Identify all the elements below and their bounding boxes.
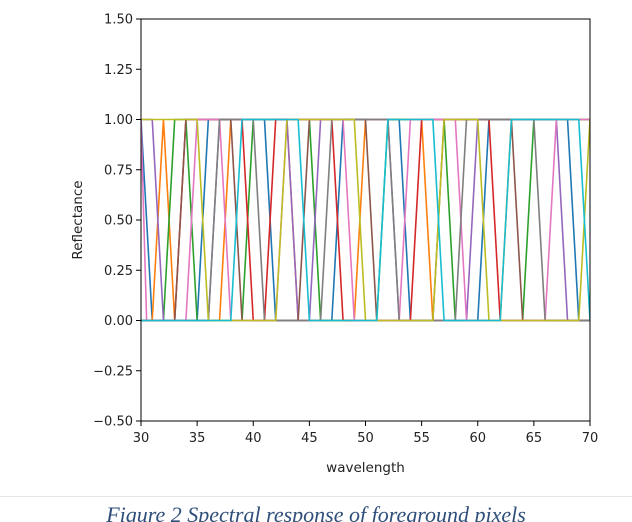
x-tick-label: 65 — [526, 431, 543, 446]
y-axis: −0.50 −0.25 0.00 0.25 0.50 0.75 1.00 1.25 1.50 — [93, 13, 141, 430]
y-tick-label: 1.00 — [104, 113, 133, 128]
y-tick-label: −0.25 — [93, 364, 133, 379]
x-tick-label: 70 — [582, 431, 599, 446]
x-tick-label: 60 — [469, 431, 486, 446]
caption-divider — [0, 496, 632, 497]
x-tick-label: 45 — [301, 431, 318, 446]
y-axis-label: Reflectance — [70, 180, 86, 259]
plot-area-background — [141, 19, 590, 421]
y-tick-label: 0.25 — [104, 264, 133, 279]
x-tick-label: 55 — [413, 431, 430, 446]
y-tick-label: 0.75 — [104, 163, 133, 178]
series-line-10 — [141, 118, 590, 322]
y-tick-label: 0.50 — [104, 214, 133, 229]
x-tick-label: 50 — [357, 431, 374, 446]
y-tick-label: 1.50 — [104, 13, 133, 28]
x-tick-label: 40 — [245, 431, 262, 446]
x-tick-label: 35 — [189, 431, 206, 446]
x-axis: 30 35 40 45 50 55 60 65 70 — [133, 421, 599, 446]
x-axis-label: wavelength — [326, 460, 405, 476]
chart-svg: 30 35 40 45 50 55 60 65 70 −0.50 −0.25 0.00 0.25 0.5… — [70, 13, 599, 477]
chart-figure: 30 35 40 45 50 55 60 65 70 −0.50 −0.25 0.00 0.25 0.5… — [70, 13, 599, 477]
series-layer — [141, 118, 590, 322]
y-tick-label: 1.25 — [104, 63, 133, 78]
y-tick-label: −0.50 — [93, 415, 133, 430]
figure-caption: Figure 2 Spectral response of foreground… — [106, 502, 526, 522]
x-tick-label: 30 — [133, 431, 150, 446]
y-tick-label: 0.00 — [104, 314, 133, 329]
